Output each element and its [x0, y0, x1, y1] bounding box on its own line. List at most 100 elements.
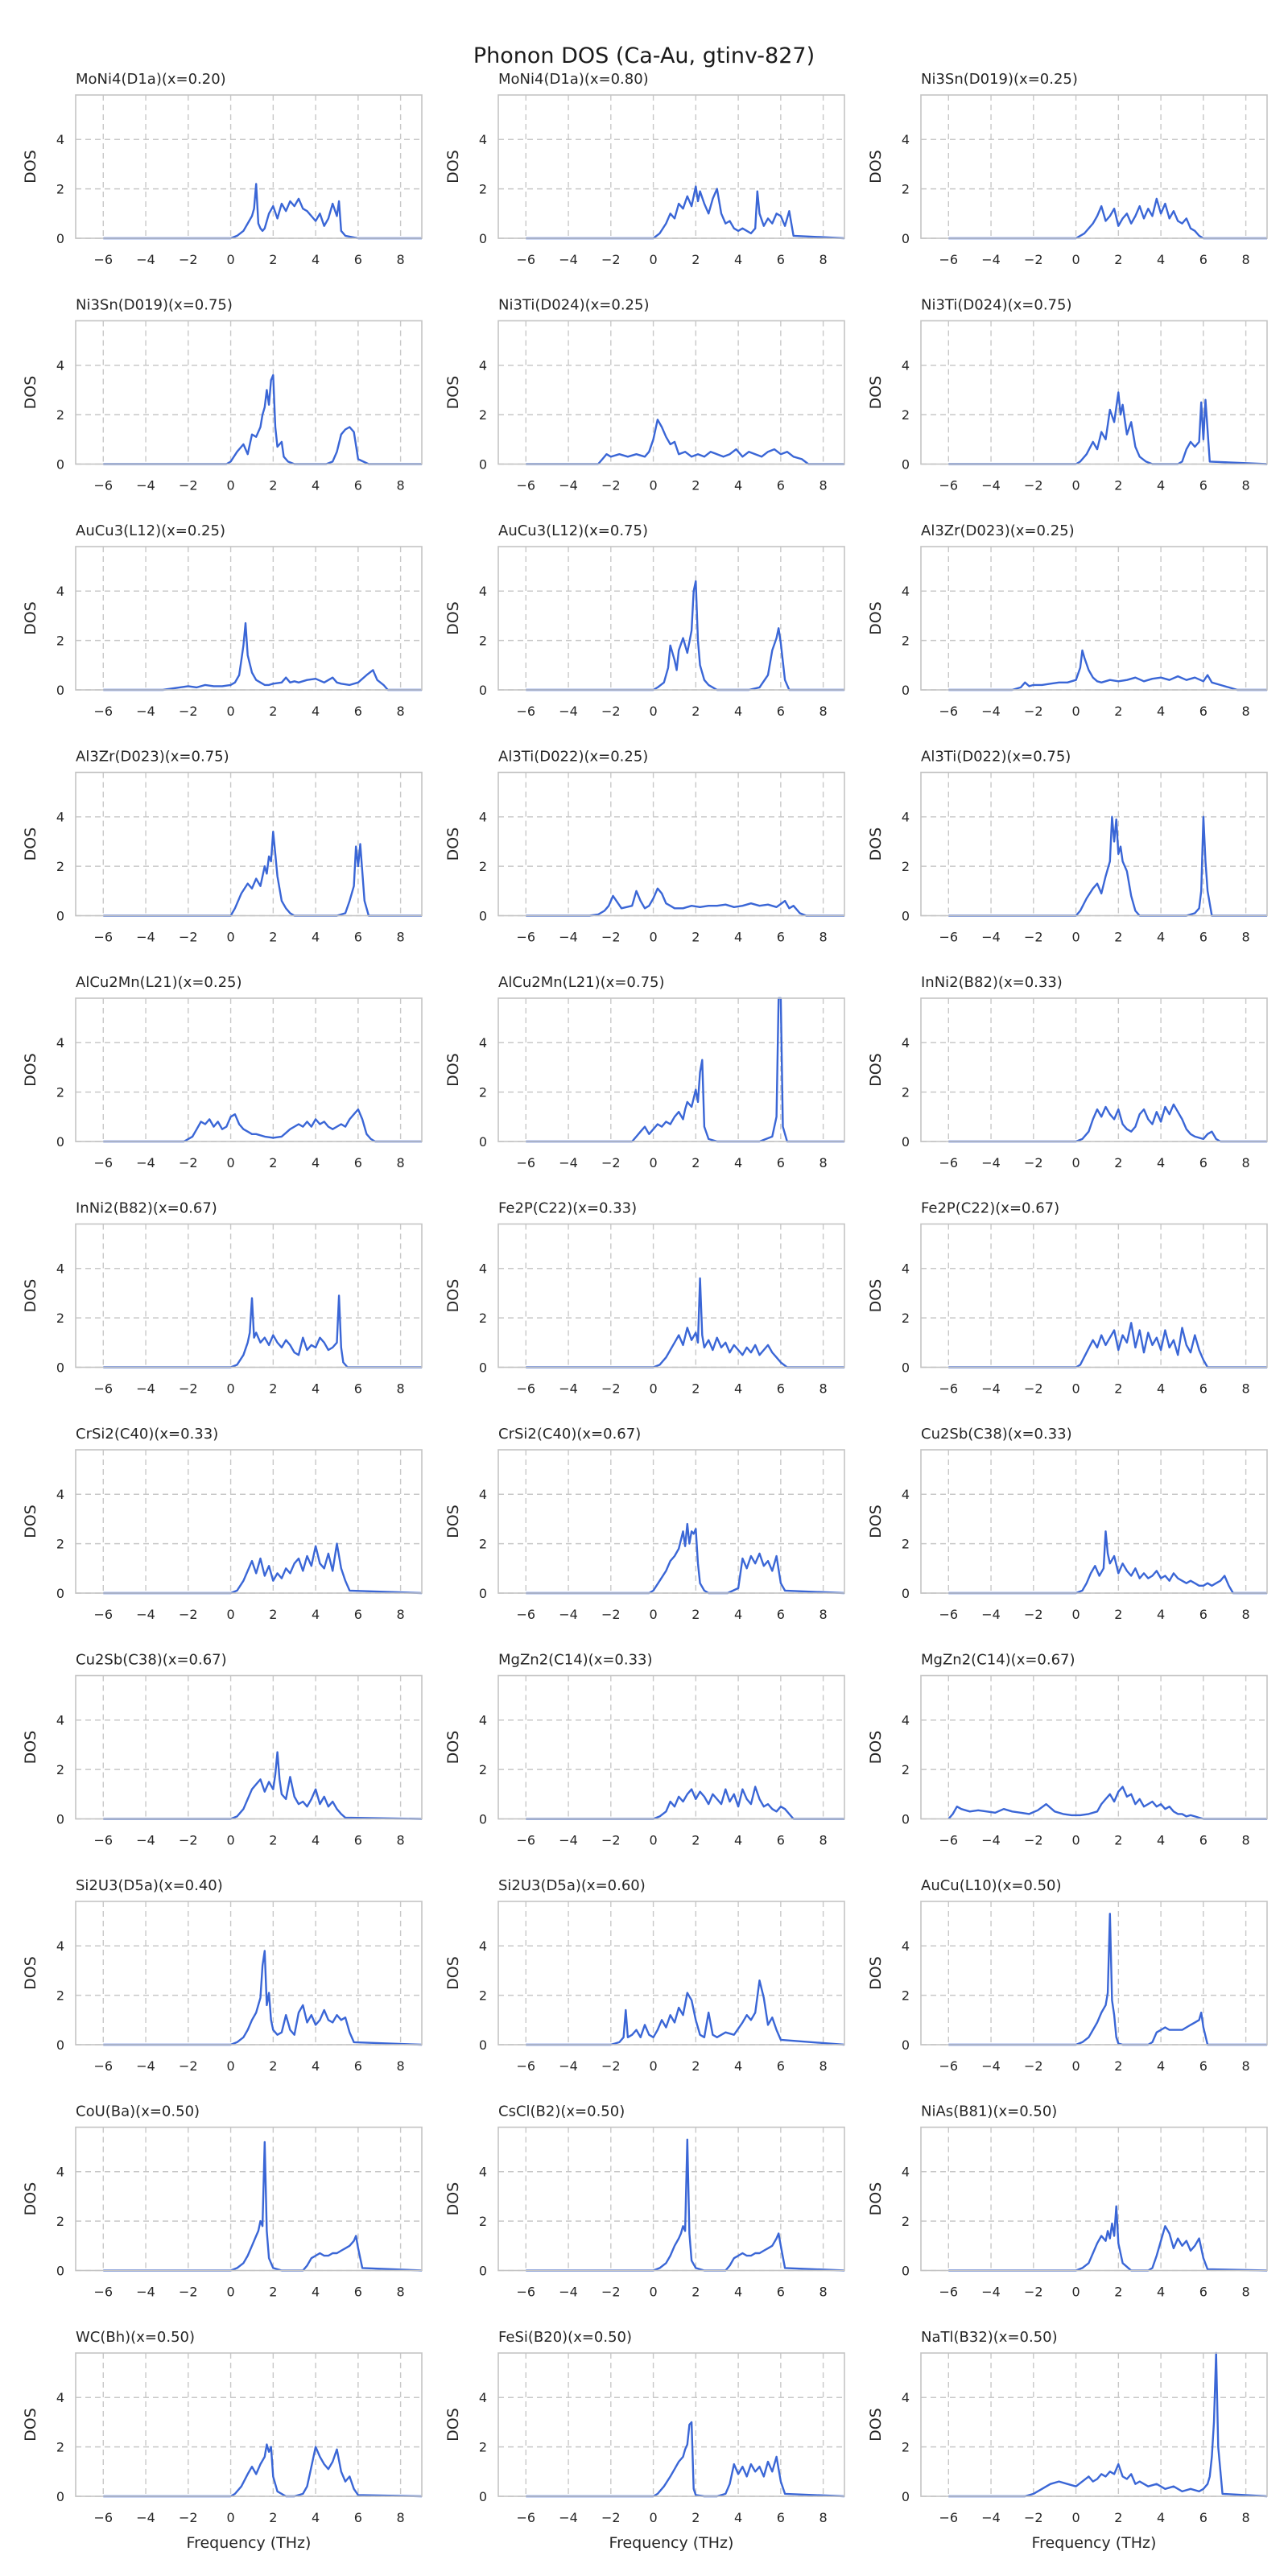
x-tick-label: −2 [601, 704, 621, 719]
subplot-title: Si2U3(D5a)(x=0.60) [498, 1877, 646, 1894]
y-axis-label: DOS [867, 1279, 885, 1313]
x-tick-label: 2 [691, 930, 700, 945]
x-tick-label: 8 [819, 1607, 828, 1622]
y-tick-label: 2 [902, 1311, 910, 1326]
y-tick-label: 0 [56, 457, 64, 473]
x-tick-label: 0 [649, 930, 657, 945]
x-tick-label: 8 [1242, 478, 1250, 493]
y-tick-label: 0 [902, 2489, 910, 2504]
x-tick-label: 2 [1114, 478, 1122, 493]
dos-series-line [526, 1277, 844, 1368]
y-axis-label: DOS [22, 1053, 39, 1087]
y-tick-label: 4 [56, 1035, 64, 1051]
y-tick-label: 2 [56, 1085, 64, 1100]
y-axis-label: DOS [444, 601, 462, 635]
subplot-title: Ni3Ti(D024)(x=0.25) [498, 297, 649, 314]
x-tick-label: 0 [226, 1607, 234, 1622]
x-tick-label: −2 [601, 1155, 621, 1170]
x-tick-label: 4 [1157, 478, 1165, 493]
x-tick-label: 0 [226, 1155, 234, 1170]
y-tick-label: 0 [902, 1134, 910, 1150]
y-tick-label: 2 [479, 182, 487, 197]
x-tick-label: −6 [93, 252, 113, 267]
x-tick-label: −2 [179, 2285, 198, 2300]
x-tick-label: −4 [136, 2285, 155, 2300]
x-tick-label: −6 [516, 1833, 535, 1848]
y-tick-label: 2 [56, 182, 64, 197]
x-tick-label: 8 [819, 704, 828, 719]
y-axis-label: DOS [867, 150, 885, 184]
x-tick-label: 4 [734, 704, 742, 719]
y-tick-label: 0 [479, 909, 487, 924]
subplot-title: AuCu3(L12)(x=0.25) [76, 522, 225, 539]
x-tick-label: −4 [559, 2058, 578, 2074]
x-tick-label: 6 [354, 1381, 362, 1397]
x-tick-label: −2 [179, 1607, 198, 1622]
y-tick-label: 4 [56, 132, 64, 147]
x-tick-label: 8 [819, 478, 828, 493]
x-tick-label: 0 [226, 1381, 234, 1397]
y-axis-label: DOS [867, 601, 885, 635]
x-tick-label: 0 [1071, 1155, 1080, 1170]
y-axis-label: DOS [444, 1956, 462, 1990]
y-tick-label: 0 [479, 1360, 487, 1376]
subplot-14: InNi2(B82)(x=0.33) −6 −4 −2 0 2 4 6 8 0 2 4 DOS [867, 974, 1268, 1170]
dos-series-line [103, 1950, 423, 2046]
x-tick-label: 4 [734, 1833, 742, 1848]
x-tick-label: 6 [1199, 704, 1208, 719]
y-tick-label: 4 [479, 1487, 487, 1502]
dos-series-line [948, 815, 1267, 917]
x-tick-label: −6 [939, 930, 958, 945]
subplot-title: Al3Ti(D022)(x=0.75) [921, 749, 1071, 766]
x-tick-label: 6 [1199, 930, 1208, 945]
subplot-title: Ni3Ti(D024)(x=0.75) [921, 297, 1071, 314]
y-tick-label: 0 [56, 683, 64, 698]
y-tick-label: 4 [902, 810, 910, 825]
subplot-title: Cu2Sb(C38)(x=0.33) [921, 1426, 1072, 1443]
x-tick-label: −6 [93, 2285, 113, 2300]
x-axis-label: Frequency (THz) [1032, 2534, 1157, 2552]
subplot-10: Al3Ti(D022)(x=0.25) −6 −4 −2 0 2 4 6 8 0 2 4 DOS [444, 749, 845, 945]
y-tick-label: 2 [902, 2214, 910, 2229]
x-tick-label: 6 [777, 930, 785, 945]
x-tick-label: 6 [354, 1607, 362, 1622]
x-tick-label: 8 [1242, 2285, 1250, 2300]
x-tick-label: −6 [939, 478, 958, 493]
y-tick-label: 2 [56, 2214, 64, 2229]
x-tick-label: 8 [819, 1381, 828, 1397]
subplot-17: Fe2P(C22)(x=0.67) −6 −4 −2 0 2 4 6 8 0 2 4 DOS [867, 1200, 1268, 1397]
x-tick-label: 2 [691, 704, 700, 719]
x-tick-label: 8 [1242, 930, 1250, 945]
axes-frame [75, 94, 423, 239]
x-tick-label: −2 [601, 1381, 621, 1397]
x-tick-label: 2 [691, 1833, 700, 1848]
x-tick-label: 4 [312, 2285, 320, 2300]
axes-frame [497, 2352, 845, 2497]
axes-frame [497, 997, 845, 1142]
x-tick-label: 0 [1071, 704, 1080, 719]
x-tick-label: −2 [1024, 1381, 1043, 1397]
axes-frame [497, 1674, 845, 1820]
y-axis-label: DOS [22, 2182, 39, 2216]
dos-series-line [526, 580, 844, 691]
x-tick-label: 8 [1242, 1833, 1250, 1848]
axes-frame [920, 320, 1268, 465]
x-tick-label: 6 [354, 252, 362, 267]
subplot-title: Ni3Sn(D019)(x=0.75) [76, 297, 233, 314]
dos-series-line [103, 1108, 422, 1143]
subplot-24: Si2U3(D5a)(x=0.40) −6 −4 −2 0 2 4 6 8 0 2 4 DOS [22, 1877, 423, 2074]
subplot-title: InNi2(B82)(x=0.67) [76, 1200, 217, 1217]
x-tick-label: 8 [1242, 252, 1250, 267]
x-tick-label: −6 [93, 2058, 113, 2074]
subplot-9: Al3Zr(D023)(x=0.75) −6 −4 −2 0 2 4 6 8 0 2 4 DOS [22, 749, 423, 945]
x-tick-label: −4 [559, 1155, 578, 1170]
dos-series-line [948, 2351, 1268, 2498]
x-tick-label: −2 [1024, 704, 1043, 719]
x-tick-label: 0 [1071, 1381, 1080, 1397]
x-tick-label: −2 [601, 252, 621, 267]
x-tick-label: −6 [516, 2510, 535, 2525]
y-axis-label: DOS [22, 150, 39, 184]
dos-series-line [526, 1522, 845, 1595]
subplot-title: MoNi4(D1a)(x=0.20) [76, 71, 226, 88]
y-axis-label: DOS [444, 828, 462, 861]
